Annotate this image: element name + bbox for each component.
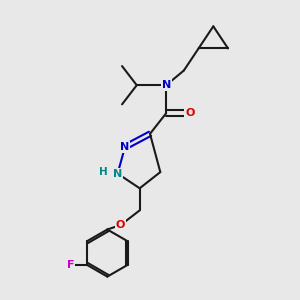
Text: N: N: [162, 80, 171, 90]
Text: H: H: [99, 167, 108, 177]
Text: N: N: [120, 142, 130, 152]
Text: F: F: [67, 260, 74, 270]
Text: O: O: [116, 220, 125, 230]
Text: O: O: [185, 108, 194, 118]
Text: N: N: [113, 169, 122, 178]
